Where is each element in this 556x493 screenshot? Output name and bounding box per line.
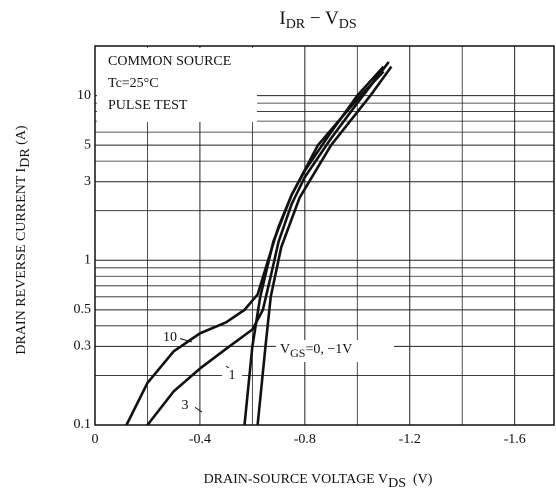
chart-title: IDR − VDS (279, 8, 356, 32)
y-tick-label: 1 (84, 253, 91, 268)
y-tick-label: 0.5 (74, 302, 92, 317)
condition-text: PULSE TEST (108, 98, 188, 113)
x-tick-label: -1.6 (504, 432, 526, 447)
y-tick-label: 0.3 (74, 339, 92, 354)
label-bg (276, 340, 394, 362)
condition-text: COMMON SOURCE (108, 54, 231, 69)
y-tick-label: 3 (84, 174, 91, 189)
curve-label: 10 (163, 330, 177, 345)
x-tick-label: -1.2 (399, 432, 421, 447)
vgs-label-part: V (280, 342, 290, 357)
label-bg (160, 330, 180, 346)
vgs-label-part: =0, −1V (305, 342, 352, 357)
vgs-label: VGS=0, −1V (280, 342, 352, 360)
conditions-box (97, 48, 257, 122)
y-axis-label: DRAIN REVERSE CURRENT IDR (A) (14, 125, 33, 355)
x-tick-label: 0 (92, 432, 99, 447)
curve (243, 70, 385, 426)
x-axis-label: DRAIN-SOURCE VOLTAGE VDS (V) (204, 472, 433, 491)
y-tick-label: 10 (77, 88, 91, 103)
vgs-label-part: GS (290, 346, 305, 360)
y-tick-label: 0.1 (74, 417, 92, 432)
x-tick-label: -0.4 (189, 432, 211, 447)
condition-text: Tc=25°C (108, 76, 159, 91)
plot-frame (94, 45, 555, 426)
curve (256, 65, 393, 426)
y-tick-label: 5 (84, 137, 91, 152)
curve-label: 3 (182, 398, 189, 413)
x-tick-label: -0.8 (294, 432, 316, 447)
curve (146, 61, 390, 426)
curve (125, 65, 385, 426)
label-bg (175, 398, 195, 414)
label-leader (177, 337, 193, 343)
curve-label: 1 (229, 368, 236, 383)
label-bg (222, 368, 242, 384)
